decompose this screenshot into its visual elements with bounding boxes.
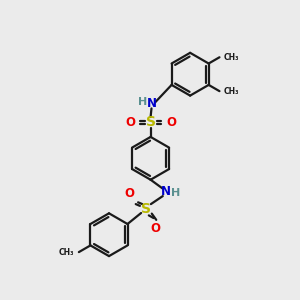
Text: O: O [125,116,135,129]
Text: O: O [150,222,160,235]
Text: H: H [171,188,180,198]
Text: CH₃: CH₃ [59,248,74,257]
Text: N: N [146,98,157,110]
Text: S: S [146,116,156,129]
Text: N: N [161,185,171,198]
Text: S: S [141,202,152,216]
Text: O: O [166,116,176,129]
Text: CH₃: CH₃ [223,53,239,62]
Text: O: O [124,187,134,200]
Text: CH₃: CH₃ [223,87,239,96]
Text: H: H [138,97,147,106]
